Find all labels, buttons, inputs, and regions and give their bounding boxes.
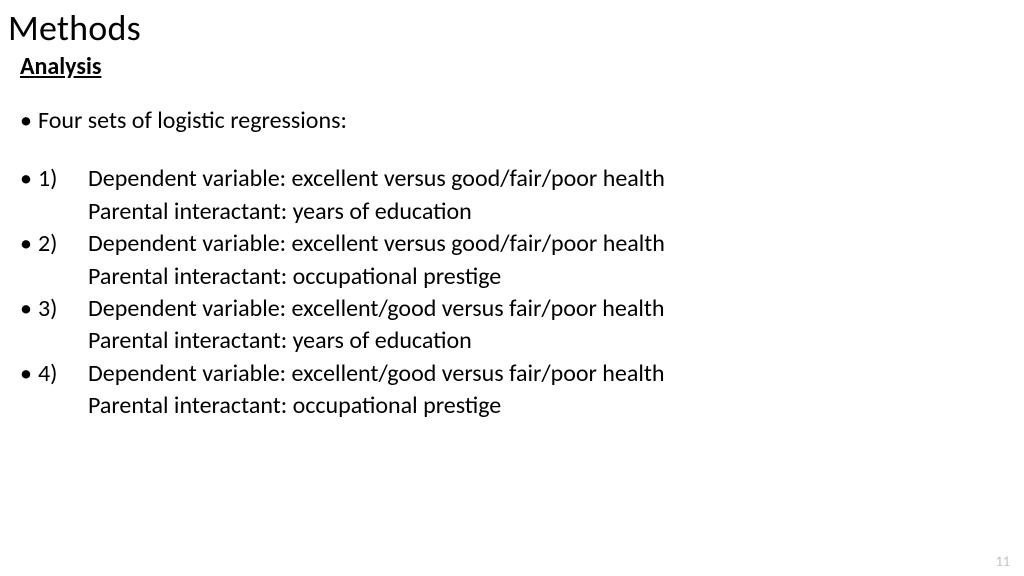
item-3-line2: Parental interactant: years of education — [20, 325, 1008, 357]
item-subtext: Parental interactant: occupational prest… — [20, 390, 1008, 422]
intro-text: Four sets of logistic regressions: — [38, 105, 1008, 137]
bullet-icon: • — [20, 105, 38, 137]
item-subtext: Parental interactant: years of education — [20, 196, 1008, 228]
item-text: Dependent variable: excellent versus goo… — [88, 228, 1008, 260]
item-subtext: Parental interactant: years of education — [20, 325, 1008, 357]
slide: Methods Analysis • Four sets of logistic… — [0, 0, 1024, 576]
bullet-icon: • — [20, 293, 38, 325]
item-3-line1: • 3) Dependent variable: excellent/good … — [20, 293, 1008, 325]
item-number: 4) — [38, 358, 88, 390]
item-text: Dependent variable: excellent versus goo… — [88, 163, 1008, 195]
item-1-line2: Parental interactant: years of education — [20, 196, 1008, 228]
item-1-line1: • 1) Dependent variable: excellent versu… — [20, 163, 1008, 195]
item-4-line1: • 4) Dependent variable: excellent/good … — [20, 358, 1008, 390]
item-4-line2: Parental interactant: occupational prest… — [20, 390, 1008, 422]
spacer — [8, 137, 1008, 163]
intro-line: • Four sets of logistic regressions: — [20, 105, 1008, 137]
item-text: Dependent variable: excellent/good versu… — [88, 293, 1008, 325]
slide-title: Methods — [8, 6, 1008, 50]
item-subtext: Parental interactant: occupational prest… — [20, 261, 1008, 293]
bullet-icon: • — [20, 163, 38, 195]
bullet-icon: • — [20, 228, 38, 260]
item-number: 3) — [38, 293, 88, 325]
item-number: 1) — [38, 163, 88, 195]
page-number: 11 — [996, 553, 1010, 570]
item-text: Dependent variable: excellent/good versu… — [88, 358, 1008, 390]
bullet-icon: • — [20, 358, 38, 390]
analysis-subhead: Analysis — [20, 52, 1008, 81]
item-number: 2) — [38, 228, 88, 260]
item-2-line2: Parental interactant: occupational prest… — [20, 261, 1008, 293]
item-2-line1: • 2) Dependent variable: excellent versu… — [20, 228, 1008, 260]
